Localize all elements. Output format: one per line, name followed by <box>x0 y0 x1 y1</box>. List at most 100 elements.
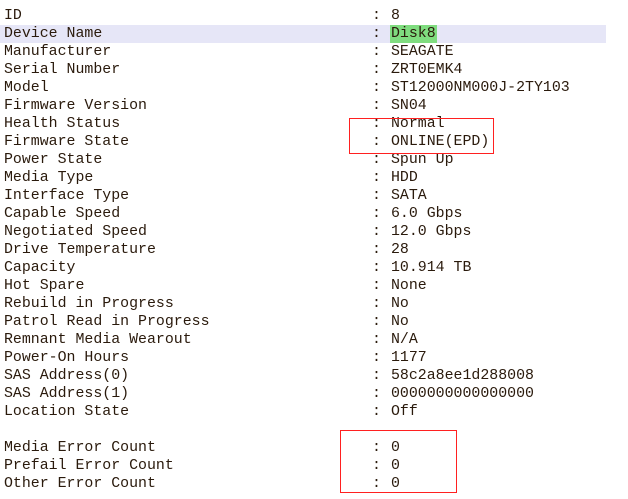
separator: : <box>372 206 381 222</box>
separator: : <box>372 98 381 114</box>
property-row[interactable]: Interface Type: SATA <box>0 187 606 205</box>
separator: : <box>372 296 381 312</box>
property-row[interactable]: Model: ST12000NM000J-2TY103 <box>0 79 606 97</box>
property-row[interactable]: Power-On Hours:1177 <box>0 349 606 367</box>
property-row[interactable]: Other Error Count:0 <box>0 475 606 493</box>
property-row[interactable]: Firmware Version: SN04 <box>0 97 606 115</box>
property-value: 0 <box>391 476 400 492</box>
property-label: Rebuild in Progress <box>4 296 174 312</box>
separator: : <box>372 386 381 402</box>
property-label: Capacity <box>4 260 76 276</box>
property-value: No <box>391 314 409 330</box>
property-row[interactable]: SAS Address(0):58c2a8ee1d288008 <box>0 367 606 385</box>
property-row[interactable]: Hot Spare: None <box>0 277 606 295</box>
property-label: Device Name <box>4 26 103 42</box>
property-label: Firmware State <box>4 134 130 150</box>
property-value: 1177 <box>391 350 427 366</box>
property-label: ID <box>4 8 22 24</box>
property-value: ZRT0EMK4 <box>391 62 463 78</box>
separator: : <box>372 242 381 258</box>
property-row[interactable]: ID:8 <box>0 7 606 25</box>
annotation-box-error-counts <box>340 430 457 493</box>
property-label: Power-On Hours <box>4 350 130 366</box>
separator: : <box>372 224 381 240</box>
property-label: Serial Number <box>4 62 121 78</box>
property-value: SN04 <box>391 98 427 114</box>
property-label: Location State <box>4 404 130 420</box>
property-row[interactable]: Capacity:10.914 TB <box>0 259 606 277</box>
property-row[interactable]: Serial Number: ZRT0EMK4 <box>0 61 606 79</box>
property-value: Disk8 <box>390 25 437 43</box>
separator: : <box>372 476 381 492</box>
property-row[interactable]: Rebuild in Progress: No <box>0 295 606 313</box>
property-row[interactable]: Drive Temperature:28 <box>0 241 606 259</box>
property-value: 8 <box>391 8 400 24</box>
property-label: Model <box>4 80 49 96</box>
property-row[interactable]: Capable Speed:6.0 Gbps <box>0 205 606 223</box>
annotation-box-status <box>349 118 494 154</box>
property-value: N/A <box>391 332 418 348</box>
property-label: Power State <box>4 152 103 168</box>
property-row[interactable]: Device Name: Disk8 <box>0 25 606 43</box>
property-row[interactable]: Health Status: Normal <box>0 115 606 133</box>
property-label: Drive Temperature <box>4 242 156 258</box>
property-label: Prefail Error Count <box>4 458 174 474</box>
separator: : <box>372 458 381 474</box>
separator: : <box>372 188 381 204</box>
property-label: Media Error Count <box>4 440 156 456</box>
separator: : <box>372 260 381 276</box>
property-label: Firmware Version <box>4 98 147 114</box>
separator: : <box>372 368 381 384</box>
property-label: Health Status <box>4 116 121 132</box>
property-value: None <box>391 278 427 294</box>
property-row[interactable]: Firmware State: ONLINE(EPD) <box>0 133 606 151</box>
separator: : <box>372 80 381 96</box>
property-label: Hot Spare <box>4 278 85 294</box>
property-label: SAS Address(1) <box>4 386 130 402</box>
property-value: 58c2a8ee1d288008 <box>391 368 534 384</box>
property-value: HDD <box>391 170 418 186</box>
separator: : <box>372 152 381 168</box>
property-value: 12.0 Gbps <box>391 224 472 240</box>
property-row[interactable]: SAS Address(1):0000000000000000 <box>0 385 606 403</box>
property-row[interactable]: Manufacturer: SEAGATE <box>0 43 606 61</box>
property-row[interactable]: Location State: Off <box>0 403 606 421</box>
separator: : <box>372 116 381 132</box>
property-row[interactable]: Prefail Error Count:0 <box>0 457 606 475</box>
property-value: SEAGATE <box>391 44 454 60</box>
property-label: Manufacturer <box>4 44 112 60</box>
property-row[interactable]: Media Type: HDD <box>0 169 606 187</box>
property-value: 0 <box>391 458 400 474</box>
property-label: Patrol Read in Progress <box>4 314 210 330</box>
separator: : <box>372 26 381 42</box>
property-row[interactable]: Remnant Media Wearout: N/A <box>0 331 606 349</box>
property-label: Negotiated Speed <box>4 224 147 240</box>
property-row[interactable]: Power State: Spun Up <box>0 151 606 169</box>
separator: : <box>372 62 381 78</box>
property-value: Off <box>391 404 418 420</box>
property-row[interactable]: Negotiated Speed:12.0 Gbps <box>0 223 606 241</box>
property-value: 10.914 TB <box>391 260 472 276</box>
property-value: 28 <box>391 242 409 258</box>
property-value: 0 <box>391 440 400 456</box>
property-value: ONLINE(EPD) <box>391 134 490 150</box>
property-value: 6.0 Gbps <box>391 206 463 222</box>
property-value: ST12000NM000J-2TY103 <box>391 80 570 96</box>
property-row[interactable]: Media Error Count:0 <box>0 439 606 457</box>
property-value: 0000000000000000 <box>391 386 534 402</box>
property-label: Capable Speed <box>4 206 121 222</box>
property-label: Remnant Media Wearout <box>4 332 192 348</box>
property-value: Normal <box>391 116 445 132</box>
separator: : <box>372 134 381 150</box>
property-label: SAS Address(0) <box>4 368 130 384</box>
property-label: Interface Type <box>4 188 130 204</box>
property-label: Media Type <box>4 170 94 186</box>
property-row[interactable]: Patrol Read in Progress: No <box>0 313 606 331</box>
separator: : <box>372 440 381 456</box>
separator: : <box>372 170 381 186</box>
separator: : <box>372 314 381 330</box>
separator: : <box>372 404 381 420</box>
property-value: Spun Up <box>391 152 454 168</box>
separator: : <box>372 8 381 24</box>
property-value: SATA <box>391 188 427 204</box>
